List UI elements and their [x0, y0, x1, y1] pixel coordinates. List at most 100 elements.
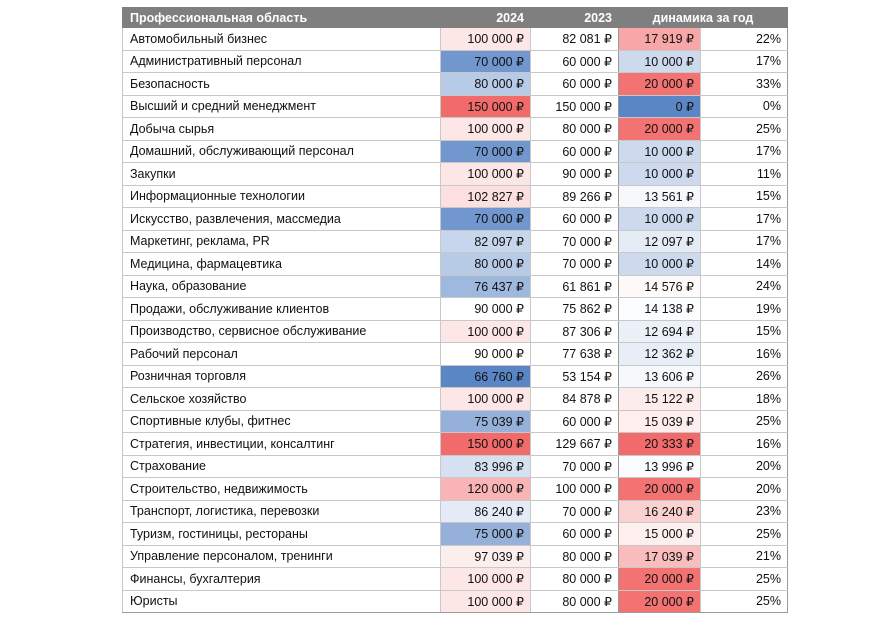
change-pct-cell: 16% [700, 432, 788, 456]
value-2024-cell: 100 000 ₽ [440, 589, 531, 613]
table-row: Закупки 100 000 ₽90 000 ₽10 000 ₽11% [122, 162, 788, 186]
salary-table: Профессиональная область 2024 2023 динам… [122, 7, 788, 613]
change-cell: 20 333 ₽ [618, 432, 701, 456]
value-2023-cell: 60 000 ₽ [530, 409, 619, 433]
area-cell: Искусство, развлечения, массмедиа [122, 207, 441, 231]
change-pct-cell: 0% [700, 94, 788, 118]
value-2024-cell: 76 437 ₽ [440, 274, 531, 298]
area-cell: Медицина, фармацевтика [122, 252, 441, 276]
change-cell: 20 000 ₽ [618, 567, 701, 591]
change-pct-cell: 17% [700, 49, 788, 73]
table-row: Безопасность 80 000 ₽60 000 ₽20 000 ₽33% [122, 72, 788, 96]
change-pct-cell: 18% [700, 387, 788, 411]
table-row: Стратегия, инвестиции, консалтинг 150 000… [122, 432, 788, 456]
change-pct-cell: 25% [700, 409, 788, 433]
change-pct-cell: 20% [700, 454, 788, 478]
area-cell: Спортивные клубы, фитнес [122, 409, 441, 433]
change-pct-cell: 20% [700, 477, 788, 501]
table-row: Продажи, обслуживание клиентов 90 000 ₽75… [122, 297, 788, 321]
change-pct-cell: 11% [700, 162, 788, 186]
value-2023-cell: 60 000 ₽ [530, 49, 619, 73]
area-cell: Домашний, обслуживающий персонал [122, 139, 441, 163]
change-cell: 12 097 ₽ [618, 229, 701, 253]
area-cell: Информационные технологии [122, 184, 441, 208]
change-cell: 15 000 ₽ [618, 522, 701, 546]
value-2023-cell: 70 000 ₽ [530, 252, 619, 276]
value-2023-cell: 82 081 ₽ [530, 27, 619, 51]
change-pct-cell: 22% [700, 27, 788, 51]
header-change: динамика за год [618, 7, 788, 28]
value-2024-cell: 80 000 ₽ [440, 72, 531, 96]
value-2024-cell: 100 000 ₽ [440, 319, 531, 343]
change-cell: 10 000 ₽ [618, 139, 701, 163]
table-row: Административный персонал 70 000 ₽60 000 … [122, 49, 788, 73]
change-pct-cell: 17% [700, 139, 788, 163]
change-pct-cell: 16% [700, 342, 788, 366]
table-row: Автомобильный бизнес 100 000 ₽82 081 ₽17 … [122, 27, 788, 51]
change-pct-cell: 17% [700, 207, 788, 231]
table-row: Сельское хозяйство 100 000 ₽84 878 ₽15 12… [122, 387, 788, 411]
change-cell: 14 576 ₽ [618, 274, 701, 298]
value-2023-cell: 61 861 ₽ [530, 274, 619, 298]
change-pct-cell: 23% [700, 499, 788, 523]
value-2023-cell: 60 000 ₽ [530, 72, 619, 96]
table-row: Информационные технологии 102 827 ₽89 266… [122, 184, 788, 208]
change-cell: 10 000 ₽ [618, 162, 701, 186]
area-cell: Розничная торговля [122, 364, 441, 388]
header-2024: 2024 [440, 7, 531, 28]
value-2024-cell: 100 000 ₽ [440, 27, 531, 51]
change-pct-cell: 25% [700, 567, 788, 591]
value-2024-cell: 120 000 ₽ [440, 477, 531, 501]
area-cell: Стратегия, инвестиции, консалтинг [122, 432, 441, 456]
change-cell: 10 000 ₽ [618, 252, 701, 276]
value-2024-cell: 82 097 ₽ [440, 229, 531, 253]
area-cell: Страхование [122, 454, 441, 478]
change-cell: 12 694 ₽ [618, 319, 701, 343]
table-row: Искусство, развлечения, массмедиа 70 000 … [122, 207, 788, 231]
table-row: Медицина, фармацевтика 80 000 ₽70 000 ₽10… [122, 252, 788, 276]
value-2023-cell: 87 306 ₽ [530, 319, 619, 343]
change-pct-cell: 25% [700, 589, 788, 613]
value-2023-cell: 70 000 ₽ [530, 454, 619, 478]
table-row: Юристы 100 000 ₽80 000 ₽20 000 ₽25% [122, 589, 788, 613]
value-2024-cell: 150 000 ₽ [440, 94, 531, 118]
change-cell: 13 561 ₽ [618, 184, 701, 208]
area-cell: Строительство, недвижимость [122, 477, 441, 501]
value-2024-cell: 70 000 ₽ [440, 49, 531, 73]
value-2023-cell: 80 000 ₽ [530, 589, 619, 613]
table-row: Домашний, обслуживающий персонал 70 000 ₽… [122, 139, 788, 163]
value-2024-cell: 70 000 ₽ [440, 139, 531, 163]
value-2023-cell: 80 000 ₽ [530, 567, 619, 591]
table-row: Туризм, гостиницы, рестораны 75 000 ₽60 0… [122, 522, 788, 546]
change-cell: 17 919 ₽ [618, 27, 701, 51]
change-cell: 10 000 ₽ [618, 49, 701, 73]
table-row: Рабочий персонал 90 000 ₽77 638 ₽12 362 ₽… [122, 342, 788, 366]
value-2023-cell: 90 000 ₽ [530, 162, 619, 186]
value-2023-cell: 80 000 ₽ [530, 117, 619, 141]
change-cell: 20 000 ₽ [618, 72, 701, 96]
value-2024-cell: 150 000 ₽ [440, 432, 531, 456]
change-cell: 13 996 ₽ [618, 454, 701, 478]
value-2024-cell: 100 000 ₽ [440, 387, 531, 411]
table-row: Маркетинг, реклама, PR 82 097 ₽70 000 ₽12… [122, 229, 788, 253]
change-cell: 20 000 ₽ [618, 589, 701, 613]
area-cell: Туризм, гостиницы, рестораны [122, 522, 441, 546]
area-cell: Добыча сырья [122, 117, 441, 141]
change-cell: 20 000 ₽ [618, 477, 701, 501]
value-2023-cell: 150 000 ₽ [530, 94, 619, 118]
value-2024-cell: 86 240 ₽ [440, 499, 531, 523]
header-row: Профессиональная область 2024 2023 динам… [122, 7, 788, 28]
change-pct-cell: 21% [700, 544, 788, 568]
change-pct-cell: 25% [700, 522, 788, 546]
change-pct-cell: 19% [700, 297, 788, 321]
area-cell: Сельское хозяйство [122, 387, 441, 411]
area-cell: Транспорт, логистика, перевозки [122, 499, 441, 523]
change-cell: 17 039 ₽ [618, 544, 701, 568]
table-body: Автомобильный бизнес 100 000 ₽82 081 ₽17 … [122, 27, 788, 613]
table-row: Высший и средний менеджмент 150 000 ₽150 … [122, 94, 788, 118]
area-cell: Производство, сервисное обслуживание [122, 319, 441, 343]
value-2023-cell: 70 000 ₽ [530, 499, 619, 523]
value-2024-cell: 97 039 ₽ [440, 544, 531, 568]
value-2023-cell: 53 154 ₽ [530, 364, 619, 388]
area-cell: Управление персоналом, тренинги [122, 544, 441, 568]
